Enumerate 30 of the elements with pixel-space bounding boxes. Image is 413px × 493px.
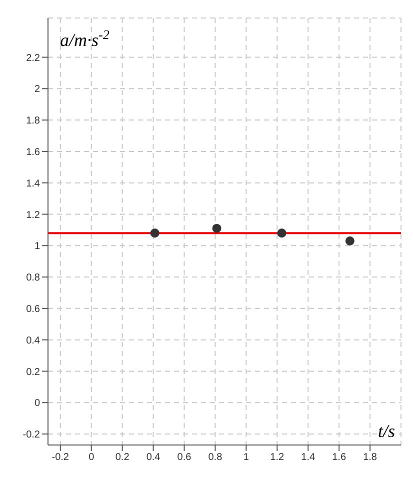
x-tick-label: 0.2	[115, 452, 130, 464]
x-tick-label: 1.8	[363, 452, 378, 464]
point	[150, 228, 160, 238]
x-tick-label: 0.8	[208, 452, 223, 464]
y-tick-label: -0.2	[22, 430, 40, 441]
x-axis-title: t/s	[378, 421, 395, 441]
y-tick-label: 2	[34, 84, 40, 96]
point	[212, 224, 222, 233]
y-tick-label: 0.2	[26, 366, 40, 378]
y-tick-label: 2.2	[26, 52, 40, 64]
x-tick-label: -0.2	[52, 452, 70, 464]
y-axis-title: a/m·s$^{-2}$	[60, 26, 110, 50]
y-tick-label: 1.8	[26, 116, 40, 127]
point	[277, 228, 286, 238]
y-tick-label: 0.8	[26, 272, 40, 284]
x-tick-label: 0	[88, 452, 95, 464]
x-tick-label: 0.4	[146, 452, 161, 464]
y-tick-label: 1.6	[26, 146, 40, 158]
x-tick-label: 1.4	[301, 452, 316, 464]
x-tick-label: 1.6	[332, 452, 346, 464]
y-tick-label: 1.4	[26, 178, 40, 190]
y-tick-label: 1.2	[26, 210, 40, 221]
y-tick-label: 0.6	[26, 304, 40, 315]
point	[345, 236, 354, 246]
y-tick-label: 1	[34, 241, 40, 252]
y-tick-label: 0.4	[26, 335, 40, 346]
x-tick-label: 0.6	[177, 452, 192, 464]
x-tick-label: 1.2	[270, 452, 285, 464]
x-tick-label: 1	[243, 452, 250, 464]
y-tick-label: 0	[34, 398, 40, 410]
